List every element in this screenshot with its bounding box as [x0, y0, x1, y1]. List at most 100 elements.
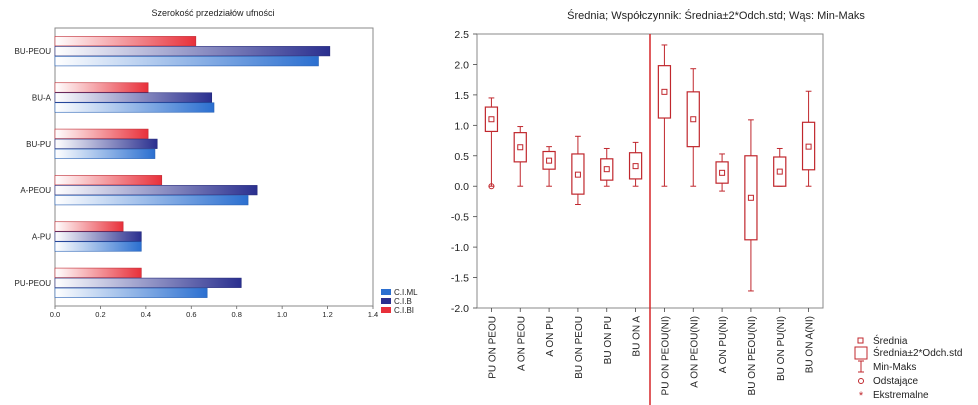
box-x-label: BU ON PEOU	[574, 316, 585, 379]
box-y-tick-label: -2.0	[451, 303, 469, 315]
bar-category-label: PU-PEOU	[15, 279, 52, 288]
box-y-tick-label: 1.0	[454, 120, 469, 132]
bar-c-i-bi-bu-pu	[54, 128, 149, 139]
bar-c-i-ml-pu-peou	[54, 287, 208, 298]
box-x-label: A ON PU(NI)	[718, 316, 729, 373]
box-x-label: BU ON PU	[603, 316, 614, 364]
box-marks	[484, 44, 816, 292]
bar-c-i-bi-a-pu	[54, 221, 124, 232]
bar-c-i-ml-a-peou	[54, 195, 249, 206]
box-bu-on-a-ni	[801, 121, 816, 171]
legend-label-outlier: Odstające	[873, 376, 918, 387]
mean-bu-on-a-ni	[805, 143, 812, 150]
box-y-tick-label: 2.5	[454, 29, 469, 41]
bar-x-tick-label: 0.2	[95, 310, 105, 319]
mean-bu-on-peou	[574, 171, 581, 178]
bar-c-i-ml-a-pu	[54, 241, 142, 252]
bar-chart-frame	[54, 27, 374, 307]
box-a-on-pu	[542, 150, 556, 170]
legend-box-marker	[854, 346, 868, 360]
bar-c-i-ml-bu-pu	[54, 148, 156, 159]
bar-category-label: A-PEOU	[20, 186, 51, 195]
box-y-tick-label: 2.0	[454, 59, 469, 71]
bar-x-tick-label: 1.0	[277, 310, 287, 319]
bar-chart-title: Szerokość przedziałów ufności	[151, 8, 274, 18]
bar-x-tick-label: 1.2	[322, 310, 332, 319]
bar-x-tick-label: 0.8	[231, 310, 241, 319]
outlier-pu-on-peou	[488, 183, 495, 190]
bar-category-labels: BU-PEOU BU-A BU-PU A-PEOU A-PU PU-PEOU	[15, 47, 52, 288]
legend-label-mean: Średnia	[873, 334, 908, 347]
legend-whisker-marker	[858, 360, 864, 373]
box-legend: Średnia Średnia±2*Odch.std Min-Maks Odst…	[854, 334, 962, 402]
box-bu-on-pu	[600, 158, 614, 181]
mean-pu-on-peou	[488, 116, 495, 123]
bar-c-i-b-a-peou	[54, 185, 258, 196]
box-y-tick-label: 0.0	[454, 181, 469, 193]
bar-c-i-b-bu-peou	[54, 46, 331, 57]
bar-c-i-ml-bu-a	[54, 102, 215, 113]
box-y-tick-label: -0.5	[451, 212, 469, 224]
mean-bu-on-a	[632, 163, 639, 170]
box-pu-on-peou	[484, 106, 499, 133]
bar-c-i-b-pu-peou	[54, 277, 242, 288]
legend-label-ci-ml: C.I.ML	[394, 288, 418, 297]
bar-c-i-b-bu-a	[54, 92, 213, 103]
box-x-label: BU ON A	[632, 316, 643, 357]
legend-swatch-ci-bi	[381, 307, 391, 313]
mean-bu-on-pu	[603, 166, 610, 173]
bar-c-i-ml-bu-peou	[54, 56, 319, 67]
box-x-label: A ON PEOU(NI)	[689, 316, 700, 388]
box-x-label: A ON PEOU	[516, 316, 527, 371]
legend-swatch-ci-ml	[381, 289, 391, 295]
bar-c-i-bi-bu-peou	[54, 36, 197, 47]
bar-category-label: BU-A	[32, 94, 52, 103]
legend-mean-marker	[857, 337, 864, 344]
box-x-labels: PU ON PEOU A ON PEOU A ON PU BU ON PEOU BU O…	[487, 308, 816, 395]
box-chart: Średnia; Współczynnik: Średnia±2*Odch.st…	[451, 9, 962, 405]
box-x-label: PU ON PEOU	[487, 316, 498, 379]
box-x-label: A ON PU	[545, 316, 556, 357]
box-y-tick-label: -1.0	[451, 242, 469, 254]
bar-legend: C.I.ML C.I.B C.I.BI	[381, 288, 418, 315]
bar-x-tick-label: 0.4	[141, 310, 151, 319]
bar-x-tick-label: 0.0	[50, 310, 60, 319]
box-a-on-peou	[513, 132, 527, 163]
box-x-label: PU ON PEOU(NI)	[660, 316, 671, 395]
mean-a-on-pu	[546, 157, 553, 164]
box-x-label: BU ON PU(NI)	[776, 316, 787, 381]
legend-label-ci-b: C.I.B	[394, 297, 412, 306]
box-pu-on-peou-ni	[657, 65, 672, 119]
bar-c-i-b-a-pu	[54, 231, 142, 242]
box-x-label: BU ON A(NI)	[805, 316, 816, 373]
bar-x-tick-label: 0.6	[186, 310, 196, 319]
legend-swatch-ci-b	[381, 298, 391, 304]
box-y-tick-label: -1.5	[451, 273, 469, 285]
box-chart-title: Średnia; Współczynnik: Średnia±2*Odch.st…	[567, 9, 865, 22]
mean-bu-on-peou-ni	[747, 194, 754, 201]
bar-c-i-bi-pu-peou	[54, 267, 142, 278]
legend-label-whisker: Min-Maks	[873, 362, 916, 373]
legend-label-box: Średnia±2*Odch.std	[873, 346, 962, 359]
box-bu-on-a	[628, 152, 643, 180]
box-a-on-peou-ni	[686, 91, 700, 148]
box-x-label: BU ON PEOU(NI)	[747, 316, 758, 395]
box-bu-on-pu-ni	[773, 156, 787, 187]
legend-extreme-marker: *	[859, 390, 864, 402]
box-y-tick-label: 0.5	[454, 151, 469, 163]
mean-pu-on-peou-ni	[661, 88, 668, 95]
box-bu-on-peou-ni	[744, 155, 758, 241]
bar-x-tick-label: 1.4	[368, 310, 378, 319]
legend-label-ci-bi: C.I.BI	[394, 306, 414, 315]
bar-c-i-bi-bu-a	[54, 82, 149, 93]
mean-a-on-pu-ni	[719, 169, 726, 176]
box-bu-on-peou	[571, 153, 585, 195]
box-a-on-pu-ni	[715, 161, 729, 184]
box-y-tick-label: 1.5	[454, 90, 469, 102]
bar-category-label: A-PU	[32, 233, 51, 242]
mean-a-on-peou	[517, 144, 524, 151]
legend-outlier-marker	[858, 378, 864, 384]
mean-bu-on-pu-ni	[776, 168, 783, 175]
bar-x-ticks: 0.0 0.2 0.4 0.6 0.8 1.0 1.2 1.4	[50, 306, 378, 319]
